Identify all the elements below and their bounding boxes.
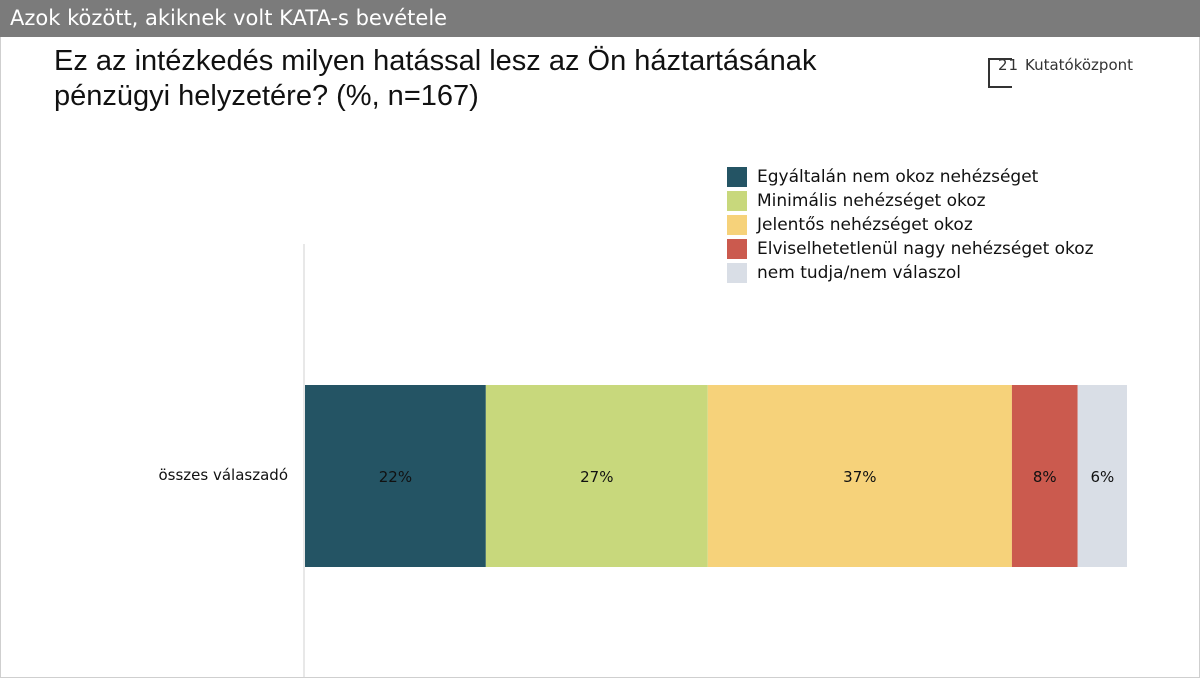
banner-text: Azok között, akiknek volt KATA-s bevétel… [10,6,448,30]
logo-number: 21 [998,56,1020,74]
bar-segment [485,385,708,567]
data-label: 8% [1033,468,1057,486]
legend-label: Minimális nehézséget okoz [757,191,986,211]
legend-label: Egyáltalán nem okoz nehézséget [757,167,1039,187]
data-label: 6% [1090,468,1114,486]
chart-title: Ez az intézkedés milyen hatással lesz az… [54,45,817,112]
data-label: 37% [843,468,876,486]
legend-swatch [727,239,747,259]
logo-bracket-icon [988,58,1012,88]
legend-label: Elviselhetetlenül nagy nehézséget okoz [757,239,1094,259]
legend-label: nem tudja/nem válaszol [757,263,962,283]
data-label: 27% [580,468,613,486]
legend-swatch [727,215,747,235]
top-banner: Azok között, akiknek volt KATA-s bevétel… [0,0,1200,37]
legend-swatch [727,263,747,283]
legend-swatch [727,167,747,187]
bar-segment [1077,385,1127,567]
bar-segment [707,385,1012,567]
legend-label: Jelentős nehézséget okoz [757,215,973,235]
bar-segment [305,385,486,567]
data-label: 22% [379,468,412,486]
category-label: összes válaszadó [158,466,289,484]
legend-swatch [727,191,747,211]
logo-text: Kutatóközpont [1025,56,1134,74]
bar-segment [1011,385,1078,567]
